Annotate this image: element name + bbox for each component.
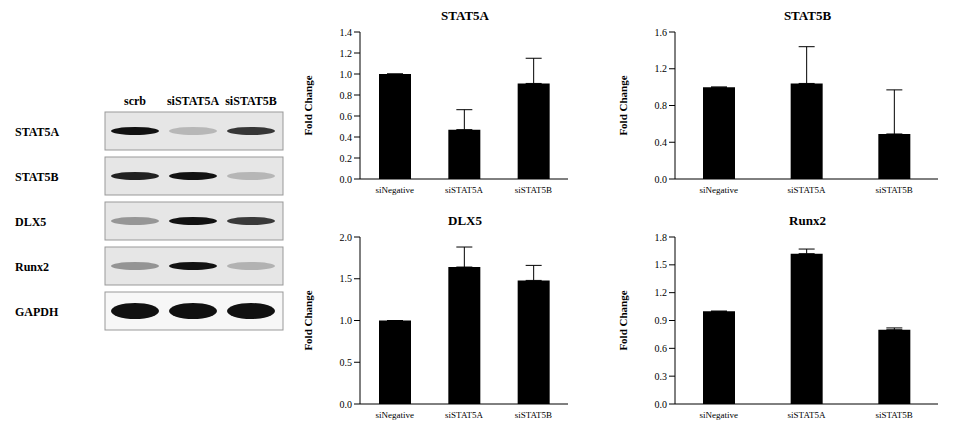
svg-text:Fold Change: Fold Change [617,75,629,135]
svg-text:siNegative: siNegative [700,410,739,420]
svg-text:DLX5: DLX5 [15,215,46,229]
svg-text:0.2: 0.2 [340,153,353,164]
html-text:STAT5A: STAT5A [441,8,489,23]
svg-text:0.6: 0.6 [340,111,353,122]
svg-text:Fold Change: Fold Change [617,290,629,350]
svg-text:siSTAT5B: siSTAT5B [515,185,552,195]
html-text:STAT5B: STAT5B [783,8,832,23]
svg-text:siSTAT5A: siSTAT5A [445,410,483,420]
svg-text:siSTAT5B: siSTAT5B [515,410,552,420]
html-text:Runx2: Runx2 [789,213,826,228]
svg-text:0.0: 0.0 [655,174,668,185]
svg-text:siSTAT5B: siSTAT5B [225,94,277,108]
svg-text:Fold Change: Fold Change [302,290,314,350]
svg-text:siNegative: siNegative [375,410,414,420]
svg-text:siSTAT5A: siSTAT5A [167,94,220,108]
svg-text:siSTAT5A: siSTAT5A [788,410,826,420]
svg-text:0.8: 0.8 [655,100,668,111]
svg-text:1.4: 1.4 [340,27,353,38]
svg-text:Runx2: Runx2 [15,260,49,274]
svg-text:0.4: 0.4 [655,137,668,148]
svg-text:Fold Change: Fold Change [302,75,314,135]
html-text:DLX5: DLX5 [448,213,482,228]
svg-text:scrb: scrb [124,94,146,108]
svg-text:1.0: 1.0 [340,315,353,326]
svg-text:0.6: 0.6 [655,343,668,354]
svg-text:STAT5B: STAT5B [15,170,59,184]
svg-text:0.3: 0.3 [655,371,668,382]
svg-text:0.8: 0.8 [340,90,353,101]
svg-text:0.9: 0.9 [655,315,668,326]
svg-text:1.2: 1.2 [340,48,353,59]
svg-text:1.6: 1.6 [655,27,668,38]
svg-text:siSTAT5A: siSTAT5A [445,185,483,195]
svg-text:1.2: 1.2 [655,287,668,298]
svg-text:1.0: 1.0 [340,69,353,80]
svg-text:siSTAT5A: siSTAT5A [788,185,826,195]
svg-text:STAT5A: STAT5A [15,125,60,139]
svg-text:siNegative: siNegative [375,185,414,195]
svg-text:0.0: 0.0 [340,399,353,410]
svg-text:GAPDH: GAPDH [15,305,59,319]
svg-text:1.8: 1.8 [655,232,668,243]
svg-text:0.0: 0.0 [655,399,668,410]
svg-text:0.4: 0.4 [340,132,353,143]
svg-text:siNegative: siNegative [700,185,739,195]
svg-text:siSTAT5B: siSTAT5B [876,410,913,420]
svg-text:1.2: 1.2 [655,63,668,74]
svg-text:0.0: 0.0 [340,174,353,185]
svg-text:2.0: 2.0 [340,232,353,243]
svg-text:0.5: 0.5 [340,357,353,368]
svg-text:siSTAT5B: siSTAT5B [876,185,913,195]
svg-text:1.5: 1.5 [655,259,668,270]
svg-text:1.5: 1.5 [340,273,353,284]
